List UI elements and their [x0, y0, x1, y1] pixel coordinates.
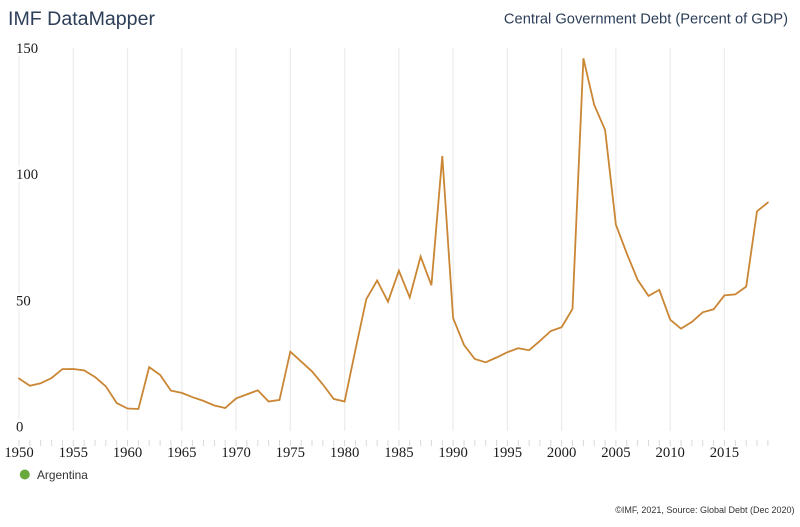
- svg-text:©IMF, 2021, Source: Global Deb: ©IMF, 2021, Source: Global Debt (Dec 202…: [615, 505, 794, 515]
- svg-text:2015: 2015: [710, 445, 739, 461]
- svg-text:1995: 1995: [493, 445, 522, 461]
- svg-text:100: 100: [16, 167, 38, 183]
- svg-text:Argentina: Argentina: [37, 468, 88, 482]
- svg-text:50: 50: [16, 293, 31, 309]
- svg-text:2005: 2005: [601, 445, 630, 461]
- svg-text:1970: 1970: [221, 445, 250, 461]
- svg-text:2010: 2010: [656, 445, 685, 461]
- svg-text:0: 0: [16, 420, 23, 436]
- svg-text:1955: 1955: [59, 445, 88, 461]
- svg-text:1980: 1980: [330, 445, 359, 461]
- svg-text:2000: 2000: [547, 445, 576, 461]
- svg-text:1985: 1985: [384, 445, 413, 461]
- svg-text:Central Government Debt (Perce: Central Government Debt (Percent of GDP): [504, 12, 788, 28]
- svg-text:1990: 1990: [438, 445, 467, 461]
- svg-text:1950: 1950: [4, 445, 33, 461]
- svg-text:1975: 1975: [276, 445, 305, 461]
- svg-text:150: 150: [16, 41, 38, 57]
- svg-text:IMF DataMapper: IMF DataMapper: [8, 8, 155, 30]
- svg-text:1960: 1960: [113, 445, 142, 461]
- svg-text:1965: 1965: [167, 445, 196, 461]
